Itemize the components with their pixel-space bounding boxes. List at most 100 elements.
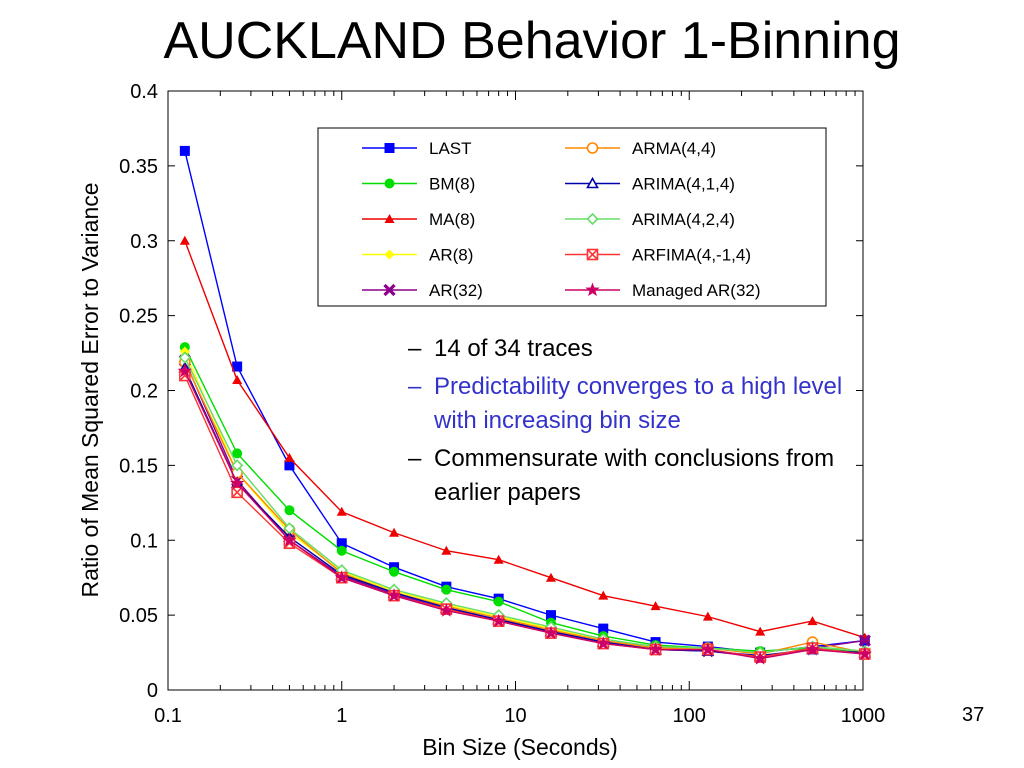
data-point: [336, 538, 347, 549]
series-line: [184, 346, 865, 654]
data-point: [441, 584, 452, 595]
y-tick-label: 0.05: [119, 605, 158, 627]
bullet-list: – 14 of 34 traces – Predictability conve…: [408, 332, 878, 514]
bullet-dash: –: [408, 335, 422, 362]
data-point: [389, 566, 400, 577]
y-tick-label: 0.1: [130, 530, 158, 552]
legend-marker: [586, 212, 599, 226]
data-point: [232, 361, 243, 372]
legend-label: ARIMA(4,2,4): [632, 210, 735, 229]
bullet-text: Predictability converges to a high level…: [434, 373, 843, 434]
legend-label: Managed AR(32): [632, 281, 761, 300]
data-point: [491, 613, 506, 628]
data-point: [545, 572, 556, 582]
legend-marker: [384, 249, 395, 260]
y-tick-label: 0.15: [119, 455, 158, 477]
data-point: [493, 596, 504, 607]
marker-cross: [586, 248, 599, 261]
y-tick-label: 0: [147, 680, 158, 702]
data-point: [441, 545, 452, 555]
series-line: [184, 370, 865, 660]
legend-marker: [586, 142, 599, 154]
x-tick-label: 0.1: [154, 705, 182, 727]
data-point: [231, 459, 244, 472]
legend-marker: [384, 143, 395, 153]
legend-label: ARMA(4,4): [632, 139, 716, 158]
legend-label: AR(8): [429, 246, 473, 265]
data-point: [284, 460, 295, 471]
series-layer: [177, 145, 872, 665]
legend-marker: [585, 282, 600, 297]
marker-cross: [231, 486, 243, 498]
data-point: [336, 506, 347, 516]
x-tick-label: 10: [504, 705, 526, 727]
slide-title: AUCKLAND Behavior 1-Binning: [163, 12, 901, 70]
legend-label: ARFIMA(4,-1,4): [632, 246, 751, 265]
bullet-item: – Commensurate with conclusions from ear…: [408, 442, 878, 510]
series-line: [184, 240, 866, 639]
data-point: [178, 351, 191, 364]
x-axis-label: Bin Size (Seconds): [422, 734, 618, 760]
data-point: [545, 610, 556, 621]
y-axis-label: Ratio of Mean Squared Error to Variance: [77, 182, 103, 597]
data-point: [753, 651, 768, 665]
data-point: [282, 532, 297, 547]
data-point: [807, 616, 818, 626]
legend-item: ARIMA(4,1,4): [565, 175, 735, 194]
data-point: [598, 623, 609, 634]
data-point: [700, 642, 716, 656]
axes: 0 0.05 0.1 0.15 0.2 0.25 0.3 0.35 0.4 0.1 1 10 100 10…: [119, 81, 885, 727]
data-point: [857, 646, 872, 661]
y-tick-label: 0.35: [119, 156, 158, 178]
legend-label: LAST: [429, 139, 472, 158]
data-point: [284, 505, 295, 516]
data-point: [179, 235, 190, 245]
legend-marker: [384, 178, 395, 189]
legend-marker: [384, 214, 395, 223]
x-tick-label: 1: [336, 705, 347, 727]
legend-item: ARIMA(4,2,4): [565, 210, 735, 229]
series-line: [184, 357, 865, 654]
page-number: 37: [962, 704, 985, 726]
legend-item: BM(8): [362, 175, 475, 194]
y-tick-label: 0.25: [119, 306, 158, 328]
legend-label: MA(8): [429, 210, 475, 229]
legend-marker: [586, 176, 599, 189]
data-point: [543, 625, 559, 640]
data-point: [230, 475, 245, 490]
legend-item: MA(8): [362, 210, 475, 229]
series-line: [184, 361, 865, 655]
legend-marker: [383, 283, 396, 297]
y-tick-label: 0.4: [130, 81, 158, 103]
data-point: [805, 642, 820, 656]
bullet-dash: –: [408, 373, 422, 400]
x-tick-label: 1000: [841, 705, 886, 727]
bullet-text: 14 of 34 traces: [434, 335, 593, 362]
data-point: [389, 527, 400, 537]
legend-label: BM(8): [429, 175, 475, 194]
bullet-item: – 14 of 34 traces: [408, 332, 878, 366]
data-point: [648, 642, 663, 656]
legend: LAST BM(8) MA(8) AR(8) AR(32) ARMA(4,4) ARIMA(…: [317, 127, 827, 307]
x-tick-label: 100: [673, 705, 706, 727]
data-point: [179, 145, 190, 156]
data-point: [232, 448, 243, 459]
data-point: [336, 545, 347, 556]
data-point: [650, 601, 661, 611]
data-point: [858, 634, 871, 647]
legend-item: AR(32): [362, 281, 483, 300]
legend-label: AR(32): [429, 281, 483, 300]
data-point: [284, 452, 295, 462]
data-point: [702, 611, 713, 621]
y-tick-label: 0.2: [130, 381, 158, 403]
data-point: [493, 554, 504, 564]
data-point: [598, 590, 609, 600]
bullet-dash: –: [408, 445, 422, 472]
data-point: [232, 375, 243, 385]
data-point: [596, 636, 611, 650]
bullet-item: – Predictability converges to a high lev…: [408, 370, 878, 438]
data-point: [439, 603, 454, 617]
legend-label: ARIMA(4,1,4): [632, 175, 735, 194]
legend-item: ARMA(4,4): [565, 139, 716, 158]
